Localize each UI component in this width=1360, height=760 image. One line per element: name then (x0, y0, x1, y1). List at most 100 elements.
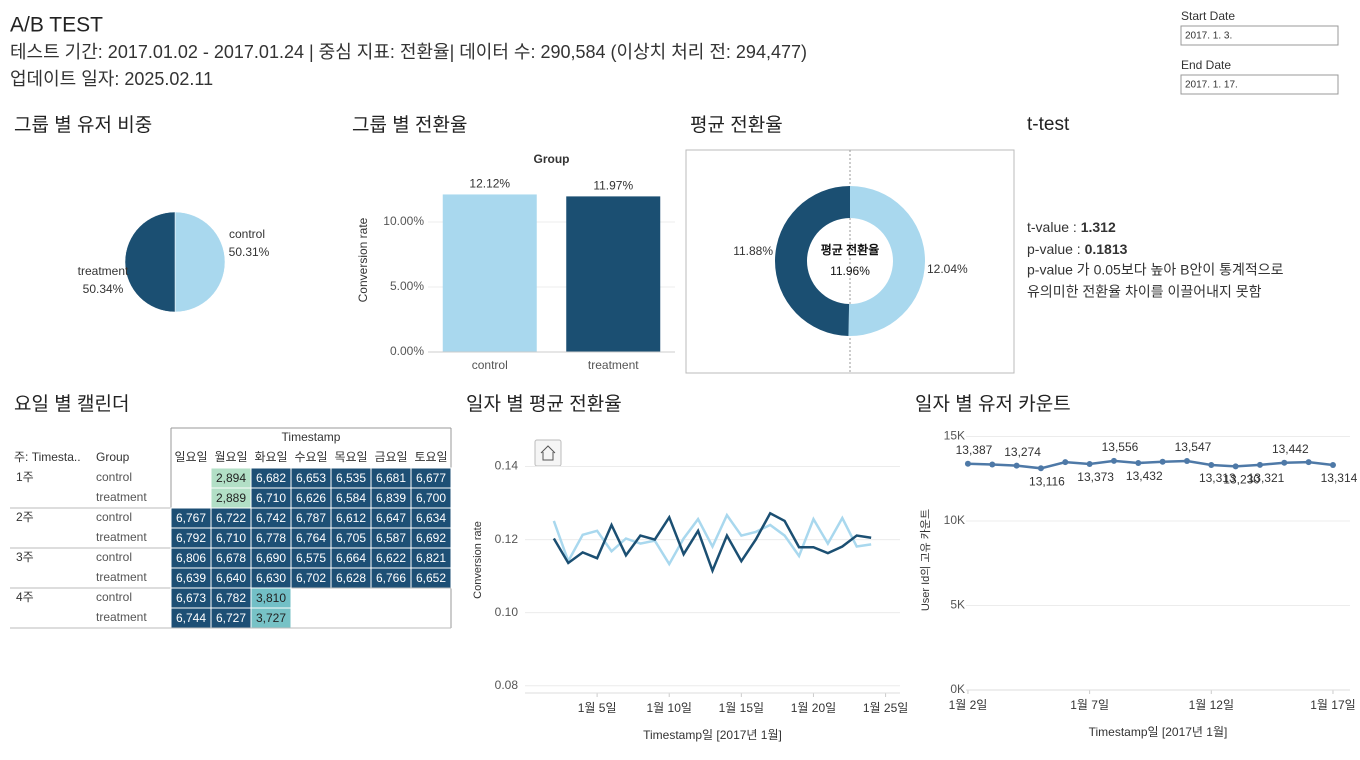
point-label: 13,442 (1272, 442, 1309, 456)
pie-slice (174, 211, 226, 313)
slice-value: 50.34% (83, 282, 124, 296)
row-header: 주: Timesta.. (14, 450, 81, 464)
x-tick-label: 1월 20일 (791, 701, 836, 715)
cell-value: 6,692 (416, 531, 446, 545)
row-header: Group (96, 450, 130, 464)
cell-value: 6,626 (296, 491, 326, 505)
cell-value: 6,702 (296, 571, 326, 585)
button-box[interactable] (534, 439, 562, 467)
cell-value: 6,678 (216, 551, 246, 565)
point (964, 460, 971, 467)
reset-button[interactable] (534, 439, 562, 467)
value-label: 11.97% (593, 179, 633, 193)
point-label: 13,547 (1175, 440, 1212, 454)
point-label: 13,313 (1199, 471, 1236, 485)
cell-value: 6,647 (376, 511, 406, 525)
group-label: control (96, 550, 132, 564)
point (1281, 459, 1288, 466)
point-label: 13,314 (1321, 471, 1358, 485)
y-tick-label: 0.08 (495, 678, 519, 692)
x-tick-label: 1월 15일 (719, 701, 764, 715)
cell-value: 6,630 (256, 571, 286, 585)
point-label: 13,321 (1248, 471, 1285, 485)
slice-label: control (229, 227, 265, 241)
cell-value: 6,612 (336, 511, 366, 525)
pie-slice (124, 211, 176, 313)
x-tick-label: 1월 12일 (1189, 698, 1234, 712)
axis-title: User Id의 고유 카운트 (919, 509, 932, 611)
cell-value: 6,622 (376, 551, 406, 565)
date-value[interactable]: 2017. 1. 17. (1185, 80, 1238, 91)
column-label: 수요일 (294, 450, 327, 464)
x-tick-label: 1월 2일 (949, 698, 988, 712)
point-label: 13,556 (1102, 440, 1139, 454)
p-value: p-value : 0.1813 (1027, 241, 1128, 257)
panel-title: 요일 별 캘린더 (14, 393, 129, 415)
cell-value: 6,575 (296, 551, 326, 565)
point (1208, 461, 1215, 468)
column-label: 일요일 (174, 450, 207, 464)
cell-value: 3,810 (256, 591, 286, 605)
point (1135, 459, 1142, 466)
x-tick-label: treatment (588, 358, 639, 372)
point-label: 13,432 (1126, 469, 1163, 483)
date-input[interactable] (1180, 25, 1339, 46)
x-tick-label: 1월 25일 (863, 701, 908, 715)
cell-value: 6,744 (176, 611, 206, 625)
cell-value: 6,710 (256, 491, 286, 505)
cell-value: 6,640 (216, 571, 246, 585)
cell-value: 2,894 (216, 471, 246, 485)
column-label: 금요일 (374, 450, 407, 464)
date-value[interactable]: 2017. 1. 3. (1185, 31, 1232, 42)
cell-value: 6,764 (296, 531, 326, 545)
value-label: 12.12% (469, 177, 510, 191)
week-label: 3주 (16, 550, 34, 564)
slice-label: treatment (78, 264, 129, 278)
column-label: 목요일 (334, 450, 367, 464)
y-tick-label: 0.12 (495, 532, 519, 546)
donut-slice (775, 186, 850, 336)
cell-value: 6,722 (216, 511, 246, 525)
bar (442, 194, 537, 352)
column-label: 월요일 (214, 450, 247, 464)
center-label: 평균 전환율 (821, 242, 880, 257)
cell-value: 6,767 (176, 511, 206, 525)
point (1110, 457, 1117, 464)
cell-value: 6,681 (376, 471, 406, 485)
y-tick-label: 5.00% (390, 279, 424, 293)
line-series (552, 512, 872, 567)
cell-value: 6,806 (176, 551, 206, 565)
column-label: 화요일 (254, 450, 287, 464)
point (1256, 461, 1263, 468)
note: 유의미한 전환율 차이를 이끌어내지 못함 (1027, 284, 1262, 300)
date-input[interactable] (1180, 74, 1339, 95)
cell-value: 6,584 (336, 491, 366, 505)
cell-value: 6,782 (216, 591, 246, 605)
note: p-value 가 0.05보다 높아 B안이 통계적으로 (1027, 262, 1284, 278)
home-icon[interactable] (540, 445, 556, 461)
group-label: treatment (96, 610, 147, 624)
value: 1.312 (1081, 219, 1116, 235)
group-label: treatment (96, 570, 147, 584)
label: t-value : (1027, 219, 1081, 235)
center-value: 11.96% (830, 264, 870, 278)
point (1183, 458, 1190, 465)
cell-value: 6,535 (336, 471, 366, 485)
cell-value: 3,727 (256, 611, 286, 625)
axis-title: Conversion rate (472, 521, 484, 599)
cell-value: 6,766 (376, 571, 406, 585)
y-tick-label: 10K (944, 513, 965, 527)
cell-value: 6,652 (416, 571, 446, 585)
cell-value: 6,664 (336, 551, 366, 565)
y-tick-label: 0.00% (390, 344, 424, 358)
y-tick-label: 5K (950, 598, 965, 612)
point-label: 13,116 (1029, 474, 1065, 488)
point (1086, 460, 1093, 467)
point (1062, 459, 1069, 466)
filter-label: End Date (1181, 58, 1231, 72)
axis-title: Conversion rate (356, 217, 370, 302)
x-tick-label: 1월 17일 (1310, 698, 1355, 712)
subtitle: 테스트 기간: 2017.01.02 - 2017.01.24 | 중심 지표:… (10, 42, 807, 62)
line-series (552, 511, 872, 575)
